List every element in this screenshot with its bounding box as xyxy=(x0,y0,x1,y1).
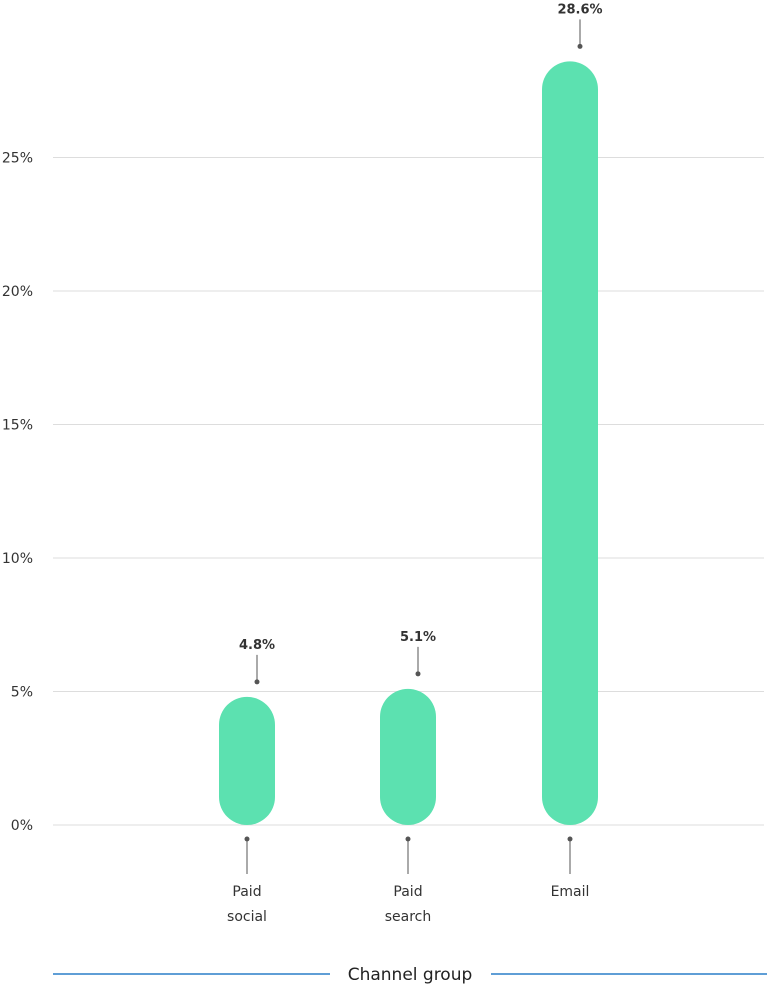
leader-lines xyxy=(244,19,583,874)
y-tick-label: 25% xyxy=(2,151,33,167)
bar xyxy=(542,61,598,825)
y-tick-label: 15% xyxy=(2,418,33,434)
bars xyxy=(219,61,598,825)
category-label: Paid search xyxy=(385,884,432,925)
y-tick-label: 20% xyxy=(2,284,33,300)
value-label: 5.1% xyxy=(400,630,436,645)
category-labels: Paid social Paid search Email xyxy=(227,884,589,925)
category-label-line: Paid xyxy=(393,884,422,900)
category-label-line: social xyxy=(227,909,267,925)
value-label: 28.6% xyxy=(557,2,602,17)
category-label-line: search xyxy=(385,909,432,925)
x-axis-title-group: Channel group xyxy=(53,965,767,985)
value-leader-dot xyxy=(577,43,583,49)
category-label-line: Paid xyxy=(232,884,261,900)
gridlines xyxy=(53,157,764,826)
x-axis-title: Channel group xyxy=(348,965,473,985)
value-label: 4.8% xyxy=(239,638,275,653)
bar xyxy=(380,688,436,825)
category-label: Email xyxy=(551,884,590,900)
value-labels: 4.8% 5.1% 28.6% xyxy=(239,2,603,652)
y-axis-tick-labels: 0% 5% 10% 15% 20% 25% xyxy=(2,151,33,835)
value-leader-dot xyxy=(254,679,260,685)
bar xyxy=(219,696,275,825)
y-tick-label: 5% xyxy=(11,685,33,701)
value-leader-dot xyxy=(415,671,421,677)
y-tick-label: 0% xyxy=(11,818,33,834)
y-tick-label: 10% xyxy=(2,551,33,567)
category-label: Paid social xyxy=(227,884,267,925)
category-label-line: Email xyxy=(551,884,590,900)
